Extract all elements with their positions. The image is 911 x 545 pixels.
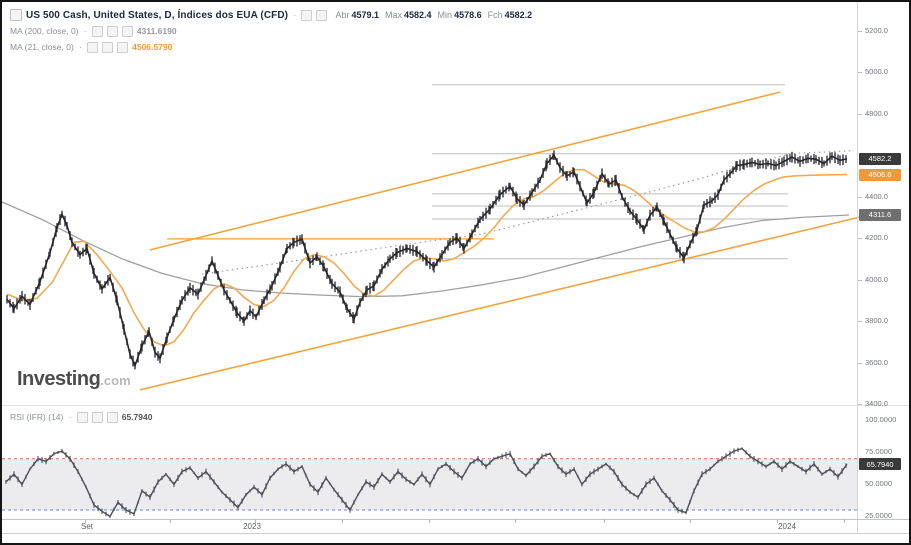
time-axis-tick — [777, 519, 778, 523]
rsi-axis-label: 75.0000 — [865, 447, 893, 457]
price-axis-tick — [858, 196, 862, 198]
watermark-tld: .com — [100, 373, 131, 388]
time-axis-tick — [690, 519, 691, 523]
price-axis-label: 5200.0 — [865, 25, 888, 35]
settings-icon[interactable] — [91, 411, 103, 423]
close-label: Fch — [487, 10, 503, 20]
ma21-label[interactable]: MA (21, close, 0) — [10, 42, 74, 52]
price-axis-label: 5000.0 — [865, 67, 888, 77]
watermark-brand: Investing — [17, 368, 101, 390]
eye-icon[interactable] — [76, 411, 88, 423]
rsi-badge: 65.7940 — [859, 458, 901, 471]
legend-button-icon[interactable] — [316, 9, 328, 21]
settings-icon[interactable] — [106, 25, 118, 37]
ohlc-values: Abr 4579.1 Max 4582.4 Min 4578.6 Fch 4582.2 — [335, 10, 532, 20]
rsi-row: RSI (IFR) (14) · 65.7940 — [10, 409, 152, 425]
close-value: 4582.2 — [504, 10, 533, 20]
title-row: US 500 Cash, United States, D, Índices d… — [10, 7, 532, 23]
high-value: 4582.4 — [404, 10, 432, 20]
pane-separator[interactable] — [2, 405, 909, 406]
price-axis-divider — [857, 2, 858, 533]
ma200-label[interactable]: MA (200, close, 0) — [10, 26, 79, 36]
rsi-axis-label: 50.0000 — [865, 479, 893, 489]
legend-separator-dot: · — [83, 25, 87, 37]
settings-icon[interactable] — [102, 41, 114, 53]
time-axis-line — [2, 519, 909, 520]
rsi-legend: RSI (IFR) (14) · 65.7940 — [10, 409, 152, 425]
low-value: 4578.6 — [454, 10, 482, 20]
open-value: 4579.1 — [351, 10, 379, 20]
delete-icon[interactable] — [106, 411, 118, 423]
investing-watermark: Investing.com — [17, 368, 131, 391]
legend-separator-dot: · — [293, 9, 297, 21]
price-axis-label: 3800.0 — [865, 316, 888, 326]
legend-button-icon[interactable] — [301, 9, 313, 21]
price-axis[interactable]: 5200.0 5000.0 4800.0 4400.0 4200.0 4000.0 3800… — [858, 2, 909, 533]
price-axis-tick — [858, 72, 862, 74]
time-axis-tick — [342, 519, 343, 523]
price-axis-label: 4000.0 — [865, 274, 888, 284]
rsi-axis-label: 100.0000 — [865, 415, 897, 425]
eye-icon[interactable] — [91, 25, 103, 37]
ma200-value: 4311.6190 — [136, 26, 177, 36]
time-axis-tick — [170, 519, 171, 523]
price-axis-tick — [858, 279, 862, 281]
eye-icon[interactable] — [87, 41, 99, 53]
price-axis-label: 4400.0 — [865, 191, 888, 201]
rsi-axis-label: 25.0000 — [865, 511, 893, 521]
legend-separator-dot: · — [68, 411, 72, 423]
time-axis-tick — [844, 519, 845, 523]
time-axis-tick — [255, 519, 256, 523]
legend: US 500 Cash, United States, D, Índices d… — [10, 7, 532, 55]
instrument-icon[interactable] — [10, 9, 22, 21]
time-axis-tick — [515, 519, 516, 523]
price-axis-tick — [858, 362, 862, 364]
price-badge: 4582.2 — [859, 152, 901, 165]
low-label: Min — [437, 10, 453, 20]
price-badge: 4311.6 — [859, 208, 901, 221]
open-label: Abr — [335, 10, 350, 20]
delete-icon[interactable] — [121, 25, 133, 37]
time-axis-label: 2024 — [778, 522, 796, 531]
time-axis[interactable]: Set 2023 2024 — [2, 519, 909, 533]
ma21-value: 4506.5790 — [132, 42, 173, 52]
ma200-row: MA (200, close, 0) · 4311.6190 — [10, 23, 532, 39]
rsi-value: 65.7940 — [121, 412, 153, 422]
widget-bottom-line — [2, 533, 909, 534]
price-axis-tick — [858, 30, 862, 32]
legend-separator-dot: · — [78, 41, 83, 53]
time-axis-label: 2023 — [243, 522, 261, 531]
price-axis-tick — [858, 321, 862, 323]
high-label: Max — [385, 10, 403, 20]
price-axis-tick — [858, 404, 862, 405]
price-axis-label: 3600.0 — [865, 357, 888, 367]
ma21-row: MA (21, close, 0) · 4506.5790 — [10, 39, 532, 55]
delete-icon[interactable] — [117, 41, 129, 53]
chart-title[interactable]: US 500 Cash, United States, D, Índices d… — [26, 9, 289, 21]
price-axis-label: 3400.0 — [865, 399, 888, 408]
price-axis-tick — [858, 113, 862, 115]
time-axis-tick — [604, 519, 605, 523]
time-axis-tick — [429, 519, 430, 523]
price-axis-tick — [858, 238, 862, 240]
rsi-label[interactable]: RSI (IFR) (14) — [10, 412, 64, 422]
price-badge: 4506.6 — [859, 168, 901, 181]
time-axis-tick — [85, 519, 86, 523]
time-axis-label: Set — [80, 522, 93, 531]
price-axis-label: 4800.0 — [865, 108, 888, 118]
price-axis-label: 4200.0 — [865, 233, 888, 243]
